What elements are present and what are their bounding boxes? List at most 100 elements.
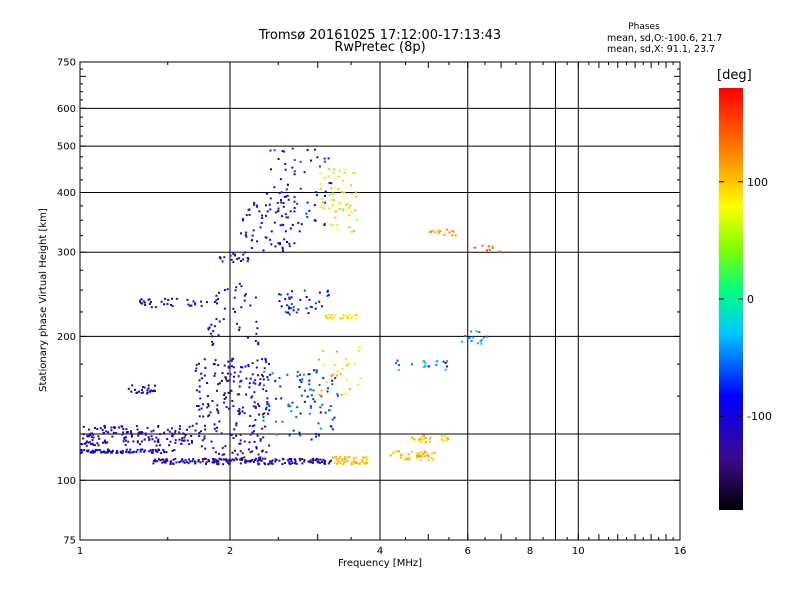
colorbar-unit-label: [deg] bbox=[717, 68, 752, 83]
echo-point bbox=[422, 360, 425, 363]
echo-point bbox=[358, 349, 360, 352]
echo-point bbox=[254, 419, 257, 421]
echo-point bbox=[317, 458, 320, 461]
echo-point bbox=[306, 216, 309, 218]
echo-point bbox=[223, 394, 225, 397]
echo-point bbox=[138, 431, 141, 434]
echo-point bbox=[396, 359, 399, 362]
echo-point bbox=[222, 463, 225, 466]
echo-point bbox=[241, 459, 244, 461]
echo-point bbox=[173, 432, 176, 435]
echo-point bbox=[149, 449, 152, 452]
echo-point bbox=[270, 460, 273, 463]
echo-point bbox=[172, 433, 175, 436]
echo-point bbox=[90, 435, 93, 438]
echo-point bbox=[418, 452, 421, 455]
echo-point bbox=[296, 202, 299, 205]
echo-point bbox=[234, 310, 236, 313]
echo-point bbox=[181, 437, 184, 440]
echo-point bbox=[182, 432, 185, 435]
echo-point bbox=[327, 316, 330, 319]
echo-point bbox=[240, 306, 243, 309]
echo-point bbox=[248, 441, 251, 444]
echo-point bbox=[285, 195, 287, 198]
echo-point bbox=[85, 440, 88, 443]
echo-point bbox=[348, 388, 351, 390]
echo-point bbox=[211, 340, 214, 343]
echo-point bbox=[173, 449, 176, 451]
echo-point bbox=[348, 317, 351, 320]
echo-point bbox=[200, 407, 203, 410]
echo-point bbox=[215, 299, 218, 302]
echo-point bbox=[232, 252, 235, 255]
echo-point bbox=[88, 441, 91, 444]
echo-point bbox=[343, 191, 346, 194]
echo-point bbox=[432, 458, 435, 461]
echo-point bbox=[247, 336, 249, 339]
echo-point bbox=[223, 256, 226, 259]
echo-point bbox=[256, 359, 259, 362]
echo-point bbox=[356, 314, 359, 317]
echo-point bbox=[252, 381, 255, 384]
echo-point bbox=[257, 462, 260, 465]
echo-point bbox=[314, 459, 317, 462]
echo-point bbox=[306, 149, 309, 151]
echo-point bbox=[423, 360, 426, 363]
echo-point bbox=[124, 439, 127, 442]
echo-point bbox=[251, 425, 254, 428]
echo-point bbox=[143, 438, 146, 441]
echo-point bbox=[225, 378, 228, 381]
echo-point bbox=[239, 439, 242, 442]
echo-point bbox=[467, 337, 470, 340]
echo-point bbox=[284, 168, 287, 171]
echo-point bbox=[306, 395, 309, 398]
echo-point bbox=[335, 458, 338, 461]
echo-point bbox=[361, 460, 363, 463]
echo-point bbox=[308, 412, 311, 415]
echo-point bbox=[324, 460, 327, 463]
echo-point bbox=[188, 443, 191, 446]
echo-point bbox=[356, 316, 359, 319]
echo-point bbox=[345, 392, 348, 395]
echo-point bbox=[334, 377, 337, 380]
echo-point bbox=[149, 390, 151, 393]
echo-point bbox=[259, 459, 262, 461]
echo-point bbox=[346, 460, 349, 462]
echo-point bbox=[317, 422, 320, 425]
echo-point bbox=[166, 428, 169, 431]
echo-point bbox=[233, 375, 235, 378]
echo-point bbox=[338, 169, 341, 172]
echo-point bbox=[446, 365, 448, 368]
echo-point bbox=[146, 389, 149, 392]
echo-point bbox=[328, 168, 331, 171]
echo-point bbox=[226, 372, 229, 375]
echo-point bbox=[429, 231, 431, 234]
echo-point bbox=[354, 209, 357, 212]
echo-point bbox=[274, 211, 277, 214]
echo-point bbox=[437, 229, 440, 232]
echo-point bbox=[178, 438, 181, 441]
echo-point bbox=[92, 433, 95, 436]
echo-point bbox=[342, 314, 345, 317]
echo-point bbox=[288, 242, 291, 245]
echo-point bbox=[242, 253, 245, 256]
echo-point bbox=[307, 312, 310, 315]
echo-point bbox=[229, 254, 232, 257]
echo-point bbox=[280, 199, 282, 201]
echo-point bbox=[339, 317, 342, 320]
echo-point bbox=[289, 210, 292, 213]
echo-point bbox=[274, 397, 277, 400]
echo-point bbox=[348, 206, 351, 209]
echo-point bbox=[140, 302, 143, 305]
echo-point bbox=[278, 300, 281, 303]
echo-point bbox=[286, 183, 289, 186]
echo-point bbox=[245, 460, 248, 463]
echo-point bbox=[131, 434, 134, 437]
echo-point bbox=[252, 203, 255, 206]
echo-point bbox=[289, 307, 292, 310]
echo-point bbox=[313, 148, 316, 151]
echo-point bbox=[248, 424, 251, 427]
echo-point bbox=[141, 431, 144, 434]
echo-point bbox=[107, 449, 110, 452]
echo-point bbox=[304, 389, 306, 392]
